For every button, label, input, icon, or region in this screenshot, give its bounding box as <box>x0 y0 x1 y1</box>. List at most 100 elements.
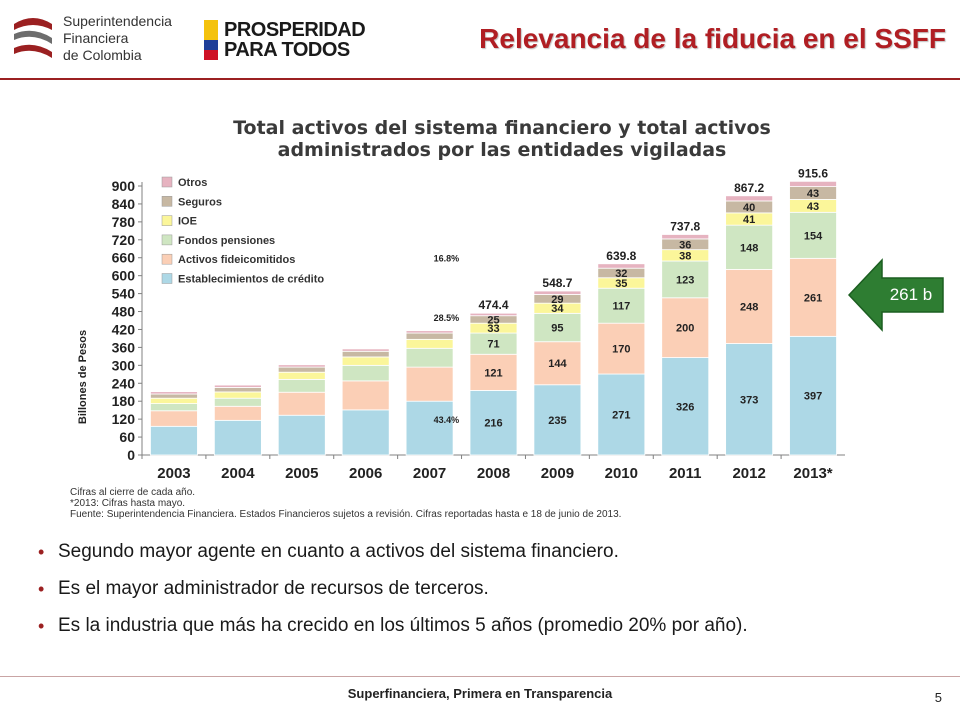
bar-value-label: 261 <box>804 292 822 304</box>
bar-segment <box>213 397 262 407</box>
bar-segment <box>725 224 774 270</box>
bar-segment <box>341 356 390 366</box>
bar-segment <box>341 364 390 382</box>
bullet-text: Es la industria que más ha crecido en lo… <box>58 615 748 636</box>
legend-label: Otros <box>178 177 207 189</box>
bar-value-label: 326 <box>676 401 694 413</box>
bar-segment <box>469 353 518 391</box>
y-tick-label: 840 <box>112 196 136 212</box>
bar-value-label: 36 <box>679 239 691 251</box>
bar-segment <box>341 380 390 411</box>
bar-segment <box>597 322 646 375</box>
bar-value-label: 170 <box>612 344 630 356</box>
bar-segment <box>150 397 198 404</box>
bar-segment <box>725 268 774 344</box>
bar-segment <box>661 357 710 456</box>
bar-value-label: 144 <box>548 358 567 370</box>
bar-value-label: 397 <box>804 391 822 403</box>
legend-swatch <box>161 253 173 265</box>
bar-segment <box>661 260 710 299</box>
x-tick-label: 2009 <box>541 465 574 482</box>
legend-swatch <box>161 273 173 284</box>
share-annotation: 43.4% <box>434 415 460 425</box>
legend-swatch <box>161 176 173 188</box>
bar-value-label: 29 <box>551 294 563 306</box>
bar-segment <box>405 347 454 368</box>
share-annotation: 16.8% <box>434 254 460 264</box>
bar-value-label: 43 <box>807 188 819 200</box>
bar-segment <box>405 400 454 456</box>
bar-segment <box>277 364 326 368</box>
y-tick-label: 660 <box>112 250 136 266</box>
x-tick-label: 2005 <box>285 465 318 482</box>
bar-value-label: 43 <box>807 201 819 213</box>
bar-total-label: 867.2 <box>734 181 764 195</box>
bar-segment <box>725 343 774 456</box>
bullet-item: • Es el mayor administrador de recursos d… <box>38 577 938 614</box>
y-tick-label: 300 <box>112 357 136 373</box>
bar-segment <box>150 393 198 399</box>
bar-segment <box>213 387 262 393</box>
legend-label: Seguros <box>178 196 222 208</box>
chart-title-line2: administrados por las entidades vigilada… <box>278 139 727 161</box>
bullet-dot-icon: • <box>38 542 45 562</box>
legend-label: Fondos pensiones <box>178 235 275 247</box>
bar-segment <box>277 366 326 373</box>
bar-segment <box>213 391 262 399</box>
callout-261b: 261 b <box>847 258 944 332</box>
org-name-line1: Superintendencia <box>63 13 172 29</box>
bar-value-label: 248 <box>740 301 758 313</box>
bar-value-label: 373 <box>740 394 758 406</box>
bullet-text: Segundo mayor agente en cuanto a activos… <box>58 541 619 562</box>
bar-segment <box>277 414 326 456</box>
prosperidad-logo: PROSPERIDAD PARA TODOS <box>204 18 366 62</box>
chart: Total activos del sistema financiero y t… <box>62 110 862 525</box>
bar-segment <box>533 384 582 456</box>
bar-total-label: 639.8 <box>606 249 636 263</box>
legend-label: Establecimientos de crédito <box>178 274 324 286</box>
callout-text: 261 b <box>889 285 933 304</box>
chart-footnote: *2013: Cifras hasta mayo. <box>70 498 185 509</box>
bar-total-label: 915.6 <box>798 166 828 180</box>
bar-value-label: 25 <box>487 314 499 326</box>
bar-segment <box>341 348 390 352</box>
bar-value-label: 95 <box>551 323 563 335</box>
bar-segment <box>533 290 582 295</box>
bar-segment <box>277 378 326 393</box>
bar-value-label: 271 <box>612 410 630 422</box>
legend-swatch <box>161 234 173 246</box>
page-number: 5 <box>934 690 942 705</box>
bar-value-label: 148 <box>740 242 758 254</box>
bar-segment <box>661 234 710 240</box>
bar-segment <box>789 257 837 337</box>
bar-segment <box>150 391 198 395</box>
y-tick-label: 420 <box>112 321 136 337</box>
bar-value-label: 33 <box>487 323 499 335</box>
chart-footnote: Fuente: Superintendencia Financiera. Est… <box>70 509 621 520</box>
bar-value-label: 71 <box>487 339 499 351</box>
y-tick-label: 540 <box>112 286 136 302</box>
footer-divider <box>0 676 960 677</box>
x-tick-label: 2006 <box>349 465 382 482</box>
bar-value-label: 32 <box>615 268 627 280</box>
bar-segment <box>341 350 390 358</box>
left-arrow-icon <box>847 258 944 332</box>
bar-value-label: 40 <box>743 202 755 214</box>
bar-segment <box>150 410 198 427</box>
y-tick-label: 240 <box>112 375 136 391</box>
y-tick-label: 900 <box>112 178 136 194</box>
bar-value-label: 235 <box>548 415 566 427</box>
bar-segment <box>597 287 646 324</box>
bar-segment <box>469 312 518 317</box>
bar-value-label: 41 <box>743 214 755 226</box>
bar-segment <box>213 405 262 421</box>
bar-segment <box>789 211 837 259</box>
y-tick-label: 120 <box>112 411 136 427</box>
bullet-dot-icon: • <box>38 616 45 636</box>
page-title: Relevancia de la fiducia en el SSFF <box>479 23 946 54</box>
legend-swatch <box>161 215 173 226</box>
y-tick-label: 720 <box>112 232 136 248</box>
x-tick-label: 2007 <box>413 465 446 482</box>
bar-value-label: 117 <box>612 301 630 313</box>
bar-value-label: 154 <box>804 230 823 242</box>
